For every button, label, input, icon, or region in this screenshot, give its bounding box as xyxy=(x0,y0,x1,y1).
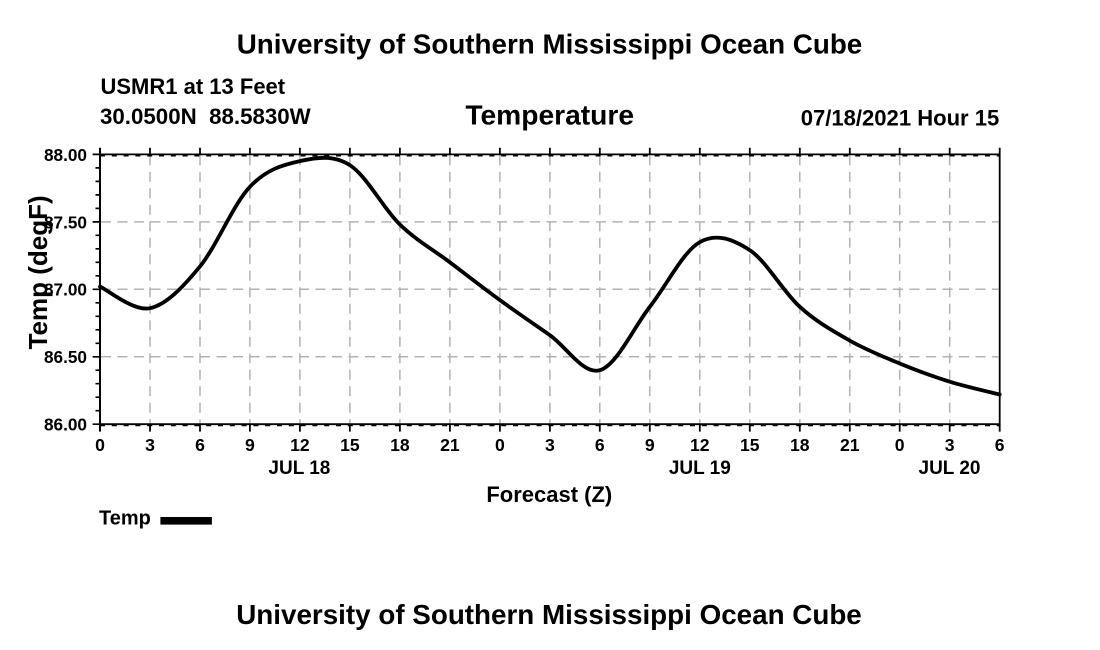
svg-text:15: 15 xyxy=(740,435,760,455)
svg-text:JUL 20: JUL 20 xyxy=(919,458,981,479)
svg-text:0: 0 xyxy=(495,435,505,455)
svg-text:3: 3 xyxy=(145,435,155,455)
svg-text:12: 12 xyxy=(690,435,710,455)
svg-text:Temp: Temp xyxy=(99,508,151,530)
svg-text:18: 18 xyxy=(390,435,410,455)
svg-text:15: 15 xyxy=(340,435,360,455)
svg-text:0: 0 xyxy=(895,435,905,455)
svg-text:9: 9 xyxy=(245,435,255,455)
svg-text:9: 9 xyxy=(645,435,655,455)
svg-text:0: 0 xyxy=(95,435,105,455)
svg-text:6: 6 xyxy=(595,435,605,455)
svg-text:21: 21 xyxy=(840,435,860,455)
svg-text:6: 6 xyxy=(995,435,1005,455)
svg-text:86.00: 86.00 xyxy=(44,415,87,435)
svg-text:3: 3 xyxy=(945,435,955,455)
svg-text:88.00: 88.00 xyxy=(44,145,87,165)
svg-text:07/18/2021 Hour 15: 07/18/2021 Hour 15 xyxy=(801,106,1000,131)
svg-text:87.00: 87.00 xyxy=(44,280,87,300)
svg-text:Temp (degF): Temp (degF) xyxy=(23,195,53,349)
svg-text:JUL 18: JUL 18 xyxy=(268,458,330,479)
svg-text:6: 6 xyxy=(195,435,205,455)
svg-text:21: 21 xyxy=(440,435,460,455)
svg-text:USMR1 at 13 Feet: USMR1 at 13 Feet xyxy=(101,74,286,99)
svg-text:86.50: 86.50 xyxy=(44,347,87,367)
svg-text:87.50: 87.50 xyxy=(44,212,87,232)
svg-text:University of Southern Mississ: University of Southern Mississippi Ocean… xyxy=(237,29,863,60)
svg-text:3: 3 xyxy=(545,435,555,455)
svg-text:18: 18 xyxy=(790,435,810,455)
svg-text:University of Southern Mississ: University of Southern Mississippi Ocean… xyxy=(236,599,862,630)
svg-text:JUL 19: JUL 19 xyxy=(669,458,731,479)
svg-text:Temperature: Temperature xyxy=(465,99,634,131)
svg-text:30.0500N 88.5830W: 30.0500N 88.5830W xyxy=(100,104,312,129)
svg-text:12: 12 xyxy=(290,435,310,455)
svg-text:Forecast (Z): Forecast (Z) xyxy=(486,482,612,507)
